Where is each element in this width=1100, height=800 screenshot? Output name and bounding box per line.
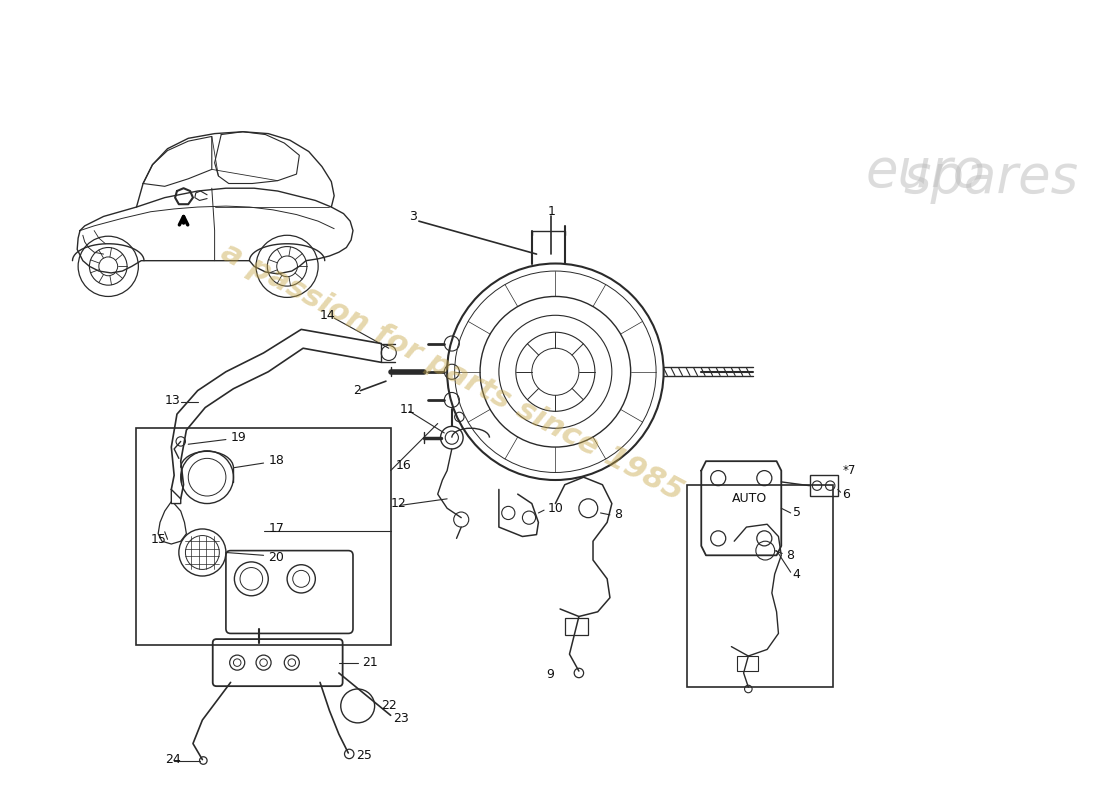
- Text: euro: euro: [866, 146, 986, 198]
- Bar: [136, 428, 390, 645]
- Text: 18: 18: [268, 454, 284, 466]
- Text: 11: 11: [400, 403, 416, 416]
- Bar: [688, 485, 833, 687]
- Text: 12: 12: [390, 497, 406, 510]
- Text: 22: 22: [382, 699, 397, 713]
- Bar: [810, 475, 838, 496]
- Text: 14: 14: [320, 309, 336, 322]
- Text: 2: 2: [353, 384, 361, 397]
- Text: 5: 5: [793, 506, 801, 519]
- Text: a passion for parts since 1985: a passion for parts since 1985: [216, 237, 688, 506]
- Text: 16: 16: [395, 459, 411, 472]
- Text: 24: 24: [165, 753, 180, 766]
- Text: 1: 1: [548, 206, 556, 218]
- Text: 3: 3: [409, 210, 417, 223]
- Text: 17: 17: [268, 522, 284, 535]
- Text: 23: 23: [394, 712, 409, 725]
- Text: *7: *7: [843, 464, 856, 477]
- Text: 6: 6: [843, 488, 850, 501]
- Bar: [737, 656, 758, 671]
- Text: 8: 8: [786, 549, 794, 562]
- Text: 13: 13: [165, 394, 180, 406]
- Text: 10: 10: [548, 502, 563, 514]
- Text: 21: 21: [362, 656, 378, 669]
- Text: 8: 8: [614, 508, 622, 522]
- Text: 15: 15: [151, 533, 166, 546]
- Text: 9: 9: [546, 668, 553, 682]
- Text: 19: 19: [231, 431, 246, 444]
- Text: 25: 25: [355, 750, 372, 762]
- Text: 20: 20: [268, 550, 284, 564]
- Text: AUTO: AUTO: [733, 492, 768, 506]
- Text: spares: spares: [903, 153, 1079, 205]
- Text: 4: 4: [793, 568, 801, 581]
- Bar: [564, 618, 589, 635]
